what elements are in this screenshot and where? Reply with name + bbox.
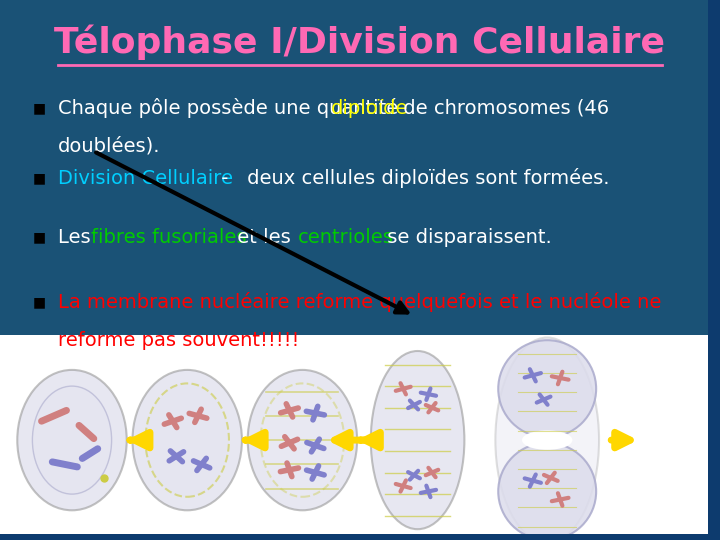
Text: Chaque pôle possède une quantité: Chaque pôle possède une quantité: [58, 98, 404, 118]
Text: centrioles: centrioles: [298, 228, 394, 247]
Text: se disparaissent.: se disparaissent.: [380, 228, 552, 247]
Text: diploïde: diploïde: [331, 98, 408, 118]
Text: de chromosomes (46: de chromosomes (46: [397, 98, 609, 118]
Ellipse shape: [498, 443, 596, 540]
Text: ■: ■: [33, 231, 46, 245]
Text: Télophase I/Division Cellulaire: Télophase I/Division Cellulaire: [55, 24, 665, 60]
Text: Division Cellulaire: Division Cellulaire: [58, 168, 233, 188]
Ellipse shape: [522, 430, 572, 450]
Bar: [708, 0, 720, 540]
Text: fibres fusoriales: fibres fusoriales: [91, 228, 246, 247]
Bar: [0, 534, 720, 540]
FancyArrowPatch shape: [96, 152, 408, 313]
FancyArrowPatch shape: [335, 433, 366, 448]
Ellipse shape: [261, 383, 344, 497]
Bar: [0, 335, 720, 540]
Ellipse shape: [495, 338, 599, 540]
Bar: [0, 0, 720, 335]
Text: La membrane nucléaire reforme quelquefois et le nucléole ne: La membrane nucléaire reforme quelquefoi…: [58, 292, 661, 313]
Text: ■: ■: [33, 295, 46, 309]
FancyArrowPatch shape: [130, 433, 150, 448]
Ellipse shape: [498, 340, 596, 437]
FancyArrowPatch shape: [360, 433, 380, 448]
Text: et les: et les: [232, 228, 297, 247]
Ellipse shape: [145, 383, 229, 497]
Text: -   deux cellules diploïdes sont formées.: - deux cellules diploïdes sont formées.: [215, 168, 609, 188]
Text: reforme pas souvent!!!!!: reforme pas souvent!!!!!: [58, 330, 299, 350]
FancyArrowPatch shape: [611, 433, 630, 448]
Text: ■: ■: [33, 171, 46, 185]
Ellipse shape: [132, 370, 242, 510]
Ellipse shape: [371, 351, 464, 529]
Text: ■: ■: [33, 101, 46, 115]
Ellipse shape: [248, 370, 357, 510]
Ellipse shape: [32, 386, 112, 494]
FancyArrowPatch shape: [245, 433, 265, 448]
Text: Les: Les: [58, 228, 96, 247]
Ellipse shape: [17, 370, 127, 510]
Text: doublées).: doublées).: [58, 136, 160, 156]
